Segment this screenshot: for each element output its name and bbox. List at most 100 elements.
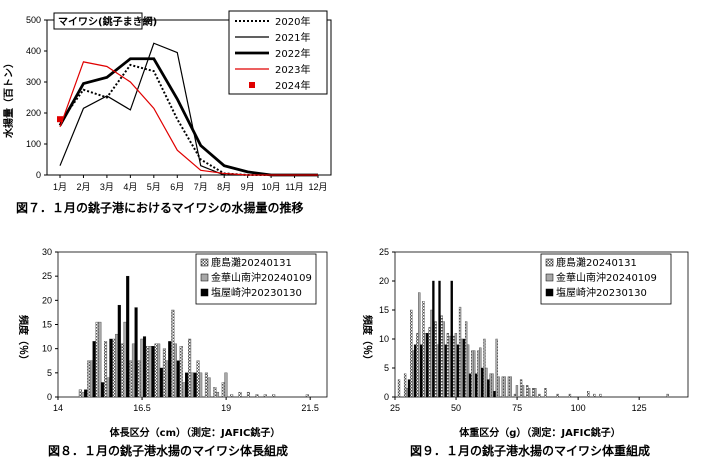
x-tick-label: 3月 <box>100 182 114 192</box>
histogram-bar <box>448 335 451 398</box>
histogram-bar <box>126 275 130 398</box>
legend-swatch <box>545 273 554 282</box>
histogram-bar <box>416 333 419 398</box>
histogram-bar <box>587 391 590 398</box>
figure-caption: 図８．１月の銚子港水揚のマイワシ体長組成 <box>48 443 288 458</box>
histogram-bar <box>438 280 441 398</box>
histogram-bars <box>397 280 669 398</box>
y-tick-label: 25 <box>42 271 52 281</box>
histogram-bar <box>521 385 525 398</box>
histogram-bar <box>104 341 108 398</box>
legend-label: 塩屋崎沖20230130 <box>556 286 647 299</box>
histogram-bar <box>263 394 267 398</box>
y-tick-label: 15 <box>42 320 52 330</box>
legend-swatch <box>200 273 209 282</box>
histogram-bar <box>495 338 498 398</box>
histogram-bar <box>515 385 519 398</box>
histogram-bar <box>151 346 155 398</box>
histogram-bar <box>527 388 531 398</box>
histogram-bar <box>468 373 472 398</box>
histogram-bar <box>446 333 450 398</box>
histogram-bar <box>410 309 413 398</box>
data-point <box>57 116 63 123</box>
histogram-bar <box>458 306 462 398</box>
legend-label: 金華山南沖20240109 <box>211 271 312 284</box>
histogram-bar <box>230 394 234 398</box>
histogram-bar <box>430 309 433 398</box>
histogram-bar <box>454 333 458 398</box>
histogram-bar <box>568 393 572 398</box>
x-tick-label: 75 <box>512 403 522 413</box>
legend-frame <box>540 253 672 305</box>
histogram-bar <box>538 393 541 398</box>
histogram-bar <box>491 373 494 398</box>
histogram-bar <box>238 391 242 398</box>
histogram-bar <box>513 393 517 398</box>
histogram-bar <box>532 388 535 398</box>
legend-swatch <box>200 258 209 267</box>
legend-label: 2021年 <box>275 31 310 44</box>
histogram-bar <box>215 391 220 398</box>
x-tick-label: 12月 <box>308 182 327 192</box>
legend-label: 2024年 <box>275 79 310 92</box>
x-tick-label: 10月 <box>262 182 281 192</box>
y-tick-label: 10 <box>42 344 52 354</box>
x-tick-label: 50 <box>451 403 461 413</box>
legend-label: 2022年 <box>275 47 310 60</box>
histogram-bar <box>477 350 480 398</box>
histogram-bar <box>479 347 482 398</box>
histogram-bar <box>544 388 547 398</box>
x-tick-label: 6月 <box>170 182 184 192</box>
histogram-bar <box>179 346 183 398</box>
histogram-bar <box>405 388 409 398</box>
x-axis-label: 体長区分（cm）（測定：JAFIC銚子） <box>110 426 281 439</box>
figure-caption: 図９．１月の銚子港水揚のマイワシ体重組成 <box>410 443 650 458</box>
x-tick-label: 21.5 <box>301 403 319 413</box>
y-tick-label: 15 <box>379 305 389 315</box>
histogram-bar <box>193 372 197 398</box>
histogram-bar <box>519 379 523 398</box>
chart-axes: 0 5 10 15 20 25 25 50 75 100 125 <box>379 247 689 413</box>
chart-title-box: マイワシ(銚子まき網) <box>53 12 157 30</box>
histogram-bar <box>466 344 470 398</box>
histogram-bar <box>501 376 504 398</box>
y-tick-label: 0 <box>47 392 52 402</box>
histogram-bar <box>464 321 468 398</box>
y-tick-label: 20 <box>42 295 52 305</box>
legend-label: 金華山南沖20240109 <box>556 271 657 284</box>
histogram-bar <box>456 344 459 398</box>
y-axis-label: 水揚量（百トン） <box>2 58 15 139</box>
y-tick-label: 5 <box>384 363 389 373</box>
legend-label: 鹿島灘20240131 <box>556 256 637 269</box>
histogram-bar <box>481 367 484 398</box>
histogram-bar <box>403 373 407 398</box>
histogram-bar <box>255 394 259 398</box>
histogram-bar <box>424 333 427 398</box>
histogram-bar <box>471 350 474 398</box>
series-lines <box>57 42 318 177</box>
series-line <box>59 63 318 176</box>
histogram-bar <box>452 335 456 398</box>
y-tick-label: 0 <box>36 170 41 180</box>
histogram-bar <box>426 333 429 398</box>
y-tick-label: 5 <box>47 368 52 378</box>
histogram-bar <box>100 382 105 398</box>
histogram-bar <box>98 321 102 398</box>
histogram-bars <box>78 275 309 398</box>
legend-label: 2023年 <box>275 63 310 76</box>
histogram-bar <box>397 379 401 398</box>
x-tick-label: 125 <box>632 403 647 413</box>
histogram-bar <box>411 350 415 398</box>
histogram-bar <box>473 350 476 398</box>
x-tick-label: 5月 <box>147 182 161 192</box>
x-tick-label: 14 <box>53 403 63 413</box>
histogram-bar <box>526 385 529 398</box>
histogram-bar <box>497 376 500 398</box>
legend-frame <box>195 253 317 305</box>
histogram-bar <box>272 394 276 398</box>
histogram-bar <box>462 338 466 398</box>
histogram-bar <box>507 376 511 398</box>
histogram-bar <box>246 391 251 398</box>
y-axis-label: 頻度（％） <box>361 315 374 365</box>
